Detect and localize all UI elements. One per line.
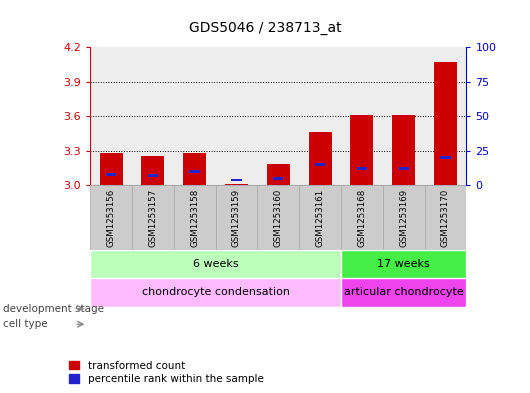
Bar <box>299 185 341 250</box>
Bar <box>174 185 216 250</box>
Bar <box>341 185 383 250</box>
Bar <box>357 167 367 170</box>
Text: GSM1253159: GSM1253159 <box>232 189 241 247</box>
Bar <box>383 185 425 250</box>
Bar <box>90 250 341 278</box>
Bar <box>399 167 409 170</box>
Bar <box>341 47 383 185</box>
Text: GSM1253168: GSM1253168 <box>357 189 366 247</box>
Bar <box>392 115 415 185</box>
Bar <box>299 47 341 185</box>
Text: development stage: development stage <box>3 303 104 314</box>
Text: GDS5046 / 238713_at: GDS5046 / 238713_at <box>189 21 341 35</box>
Bar <box>90 185 132 250</box>
Bar <box>142 156 164 185</box>
Text: chondrocyte condensation: chondrocyte condensation <box>142 288 289 298</box>
Text: GSM1253161: GSM1253161 <box>315 189 324 247</box>
Bar <box>267 163 290 185</box>
Bar <box>189 170 200 173</box>
Text: GSM1253158: GSM1253158 <box>190 189 199 247</box>
Text: articular chondrocyte: articular chondrocyte <box>344 288 464 298</box>
Text: GSM1253170: GSM1253170 <box>441 189 450 247</box>
Text: GSM1253169: GSM1253169 <box>399 189 408 247</box>
Bar <box>308 132 332 185</box>
Bar <box>425 47 466 185</box>
Text: 6 weeks: 6 weeks <box>193 259 238 269</box>
Text: GSM1253157: GSM1253157 <box>148 189 157 247</box>
Text: 17 weeks: 17 weeks <box>377 259 430 269</box>
Bar <box>273 177 284 180</box>
Bar <box>350 115 373 185</box>
Bar <box>341 278 466 307</box>
Bar <box>216 185 258 250</box>
Bar <box>231 178 242 182</box>
Bar <box>90 278 341 307</box>
Bar <box>315 163 325 166</box>
Bar <box>225 184 248 185</box>
Bar <box>383 47 425 185</box>
Bar <box>183 153 206 185</box>
Bar <box>258 47 299 185</box>
Bar <box>440 156 450 159</box>
Bar <box>148 174 158 177</box>
Bar <box>434 62 457 185</box>
Bar <box>90 47 132 185</box>
Bar <box>258 185 299 250</box>
Bar <box>100 153 122 185</box>
Bar <box>216 47 258 185</box>
Bar <box>132 185 174 250</box>
Text: GSM1253156: GSM1253156 <box>107 189 116 247</box>
Bar <box>132 47 174 185</box>
Text: cell type: cell type <box>3 319 47 329</box>
Legend: transformed count, percentile rank within the sample: transformed count, percentile rank withi… <box>69 361 263 384</box>
Bar <box>341 250 466 278</box>
Bar <box>106 173 116 176</box>
Text: GSM1253160: GSM1253160 <box>274 189 282 247</box>
Bar <box>174 47 216 185</box>
Bar <box>425 185 466 250</box>
